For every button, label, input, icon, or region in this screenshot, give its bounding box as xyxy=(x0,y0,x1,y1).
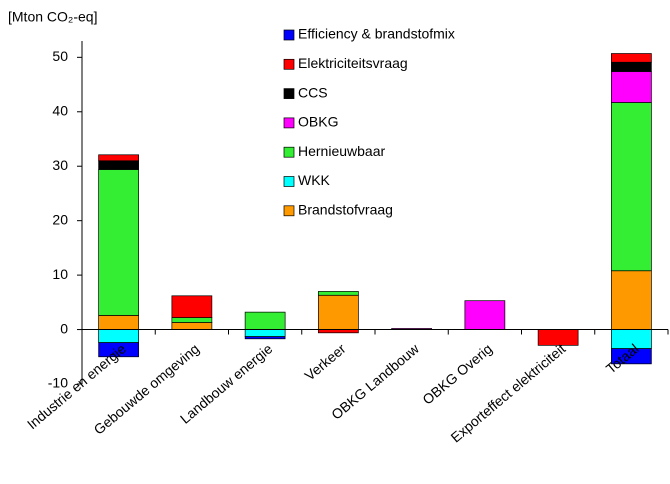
legend-swatch xyxy=(283,205,295,217)
legend-swatch xyxy=(283,29,295,41)
bar-segment xyxy=(171,295,213,318)
legend-label: WKK xyxy=(298,172,331,188)
bar-segment xyxy=(98,160,139,170)
bar-segment xyxy=(171,317,213,323)
legend-swatch xyxy=(283,58,295,70)
bar-segment xyxy=(244,329,286,337)
bar-segment xyxy=(611,71,652,103)
x-tick-label: Verkeer xyxy=(301,340,349,383)
x-tick-label: OBKG Overig xyxy=(419,340,495,407)
bar-segment xyxy=(611,102,652,272)
y-tick-label: 50 xyxy=(52,48,68,64)
bar-segment xyxy=(318,294,359,330)
legend-label: Efficiency & brandstofmix xyxy=(298,26,455,42)
y-tick-label: 40 xyxy=(52,102,68,118)
y-tick-label: 30 xyxy=(52,157,68,173)
bar-segment xyxy=(171,322,213,330)
legend-swatch xyxy=(283,146,295,158)
y-tick-label: 20 xyxy=(52,211,68,227)
y-tick-label: -10 xyxy=(48,375,68,391)
legend-swatch xyxy=(283,117,295,129)
legend-label: CCS xyxy=(298,84,328,100)
y-tick-label: 0 xyxy=(60,320,68,336)
legend-label: Elektriciteitsvraag xyxy=(298,55,408,71)
legend-swatch xyxy=(283,176,295,187)
bar-segment xyxy=(98,169,139,316)
bar-segment xyxy=(244,336,286,340)
legend-label: Brandstofvraag xyxy=(298,202,393,218)
bar-segment xyxy=(244,311,286,330)
bar-segment xyxy=(464,300,506,330)
bar-segment xyxy=(98,315,139,330)
bar-segment xyxy=(98,342,139,358)
bar-segment xyxy=(611,270,652,330)
y-axis-label: [Mton CO₂-eq] xyxy=(8,9,97,25)
bar-segment xyxy=(318,291,359,296)
bar-segment xyxy=(611,53,652,63)
legend-label: Hernieuwbaar xyxy=(298,143,385,159)
bar-segment xyxy=(611,61,652,72)
y-tick-label: 10 xyxy=(52,266,68,282)
legend-swatch xyxy=(283,88,295,99)
legend-label: OBKG xyxy=(298,114,338,130)
bar-segment xyxy=(98,154,139,162)
bar-segment xyxy=(611,348,652,365)
